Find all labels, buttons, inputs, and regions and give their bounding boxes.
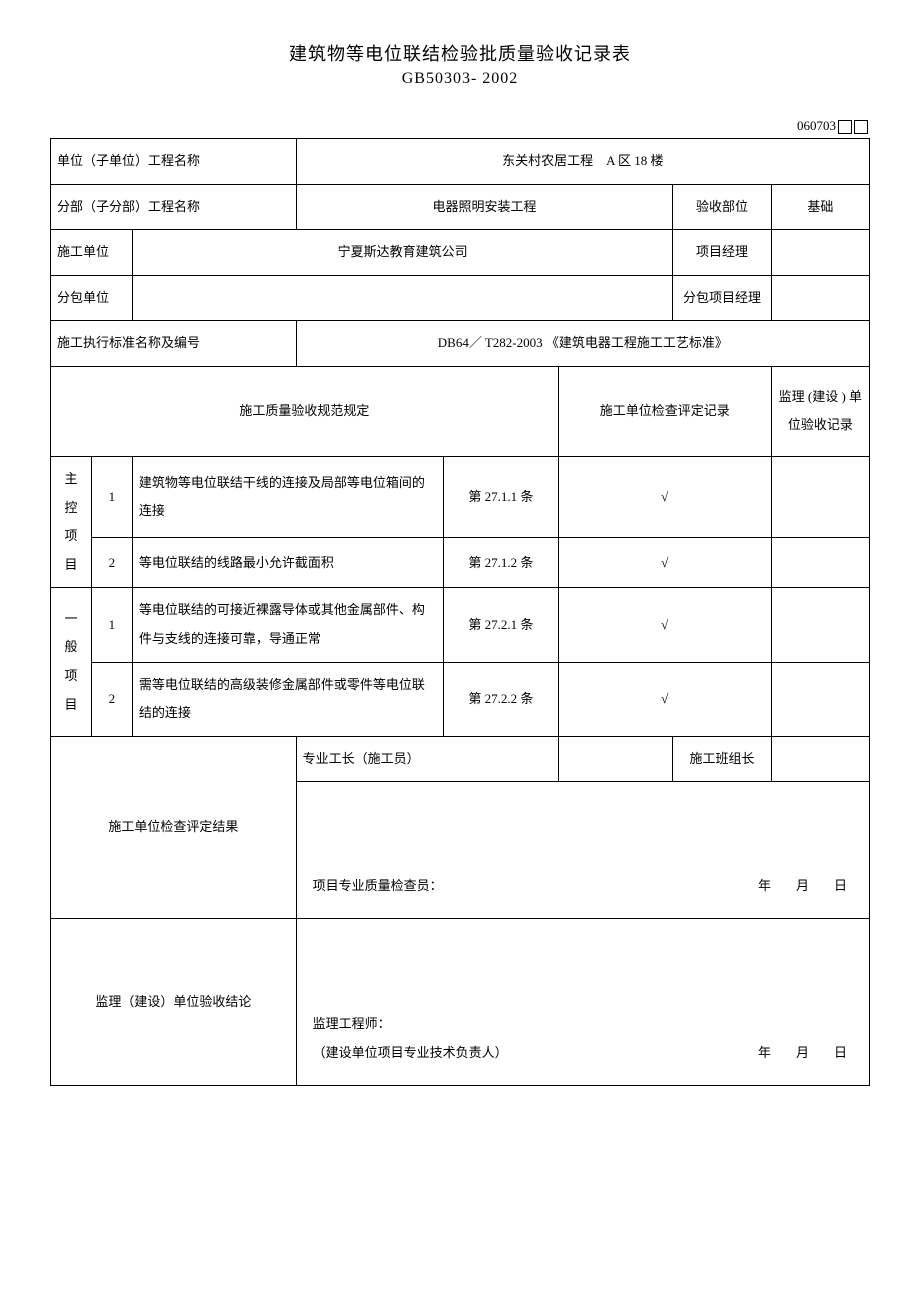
project-manager-value: [771, 230, 869, 276]
item-row-3: 一般项目 1 等电位联结的可接近裸露导体或其他金属部件、构件与支线的连接可靠，导…: [51, 588, 870, 662]
item-supervision-1: [771, 456, 869, 537]
result-sig-cell: 项目专业质量检查员： 年 月 日: [296, 782, 869, 919]
title-line2: GB50303- 2002: [50, 70, 870, 88]
subcontractor-pm-value: [771, 275, 869, 321]
item-num-4: 2: [91, 662, 132, 736]
page-title-area: 建筑物等电位联结检验批质量验收记录表 GB50303- 2002: [50, 40, 870, 88]
header-row-5: 施工执行标准名称及编号 DB64／ T282-2003 《建筑电器工程施工工艺标…: [51, 321, 870, 367]
subcontractor-pm-label: 分包项目经理: [673, 275, 771, 321]
team-value: [771, 736, 869, 782]
doc-number: 060703: [50, 118, 870, 134]
unit-project-value: 东关村农居工程 A 区 18 楼: [296, 139, 869, 185]
construction-unit-label: 施工单位: [51, 230, 133, 276]
item-desc-1: 建筑物等电位联结干线的连接及局部等电位箱间的连接: [132, 456, 443, 537]
subcontractor-label: 分包单位: [51, 275, 133, 321]
standard-value: DB64／ T282-2003 《建筑电器工程施工工艺标准》: [296, 321, 869, 367]
foreman-value: [558, 736, 673, 782]
result-label: 施工单位检查评定结果: [51, 736, 297, 919]
item-supervision-4: [771, 662, 869, 736]
supervision-signer2: （建设单位项目专业技术负责人）: [313, 1045, 508, 1060]
foreman-label: 专业工长（施工员）: [296, 736, 558, 782]
item-check-4: √: [558, 662, 771, 736]
group1-label: 主控项目: [51, 456, 92, 587]
standard-label: 施工执行标准名称及编号: [51, 321, 297, 367]
item-row-4: 2 需等电位联结的高级装修金属部件或零件等电位联结的连接 第 27.2.2 条 …: [51, 662, 870, 736]
subcontractor-value: [132, 275, 673, 321]
item-ref-2: 第 27.1.2 条: [444, 538, 559, 588]
foreman-row: 施工单位检查评定结果 专业工长（施工员） 施工班组长: [51, 736, 870, 782]
supervision-date: 年 月 日: [758, 1039, 853, 1068]
header-row-4: 分包单位 分包项目经理: [51, 275, 870, 321]
result-signer-label: 项目专业质量检查员：: [313, 878, 443, 893]
item-row-1: 主控项目 1 建筑物等电位联结干线的连接及局部等电位箱间的连接 第 27.1.1…: [51, 456, 870, 537]
item-num-1: 1: [91, 456, 132, 537]
item-desc-4: 需等电位联结的高级装修金属部件或零件等电位联结的连接: [132, 662, 443, 736]
acceptance-part-value: 基础: [771, 184, 869, 230]
item-desc-2: 等电位联结的线路最小允许截面积: [132, 538, 443, 588]
item-ref-3: 第 27.2.1 条: [444, 588, 559, 662]
supervision-label: 监理（建设）单位验收结论: [51, 919, 297, 1086]
subdivision-value: 电器照明安装工程: [296, 184, 673, 230]
header-row-2: 分部（子分部）工程名称 电器照明安装工程 验收部位 基础: [51, 184, 870, 230]
result-date: 年 月 日: [758, 872, 853, 901]
doc-number-text: 060703: [797, 118, 836, 133]
checkbox-1: [838, 120, 852, 134]
supervision-sig-cell: 监理工程师： （建设单位项目专业技术负责人） 年 月 日: [296, 919, 869, 1086]
item-row-2: 2 等电位联结的线路最小允许截面积 第 27.1.2 条 √: [51, 538, 870, 588]
spec-header: 施工质量验收规范规定: [51, 366, 559, 456]
item-ref-4: 第 27.2.2 条: [444, 662, 559, 736]
header-row-3: 施工单位 宁夏斯达教育建筑公司 项目经理: [51, 230, 870, 276]
item-num-3: 1: [91, 588, 132, 662]
main-table: 单位（子单位）工程名称 东关村农居工程 A 区 18 楼 分部（子分部）工程名称…: [50, 138, 870, 1086]
acceptance-part-label: 验收部位: [673, 184, 771, 230]
header-row-1: 单位（子单位）工程名称 东关村农居工程 A 区 18 楼: [51, 139, 870, 185]
item-check-1: √: [558, 456, 771, 537]
unit-project-label: 单位（子单位）工程名称: [51, 139, 297, 185]
item-supervision-3: [771, 588, 869, 662]
project-manager-label: 项目经理: [673, 230, 771, 276]
section-header-row: 施工质量验收规范规定 施工单位检查评定记录 监理 (建设 ) 单位验收记录: [51, 366, 870, 456]
team-label: 施工班组长: [673, 736, 771, 782]
construction-unit-value: 宁夏斯达教育建筑公司: [132, 230, 673, 276]
checkbox-2: [854, 120, 868, 134]
item-check-2: √: [558, 538, 771, 588]
item-num-2: 2: [91, 538, 132, 588]
group2-label: 一般项目: [51, 588, 92, 736]
item-desc-3: 等电位联结的可接近裸露导体或其他金属部件、构件与支线的连接可靠，导通正常: [132, 588, 443, 662]
check-record-header: 施工单位检查评定记录: [558, 366, 771, 456]
supervision-row: 监理（建设）单位验收结论 监理工程师： （建设单位项目专业技术负责人） 年 月 …: [51, 919, 870, 1086]
item-check-3: √: [558, 588, 771, 662]
supervision-signer1: 监理工程师：: [313, 1010, 853, 1039]
item-supervision-2: [771, 538, 869, 588]
subdivision-label: 分部（子分部）工程名称: [51, 184, 297, 230]
title-line1: 建筑物等电位联结检验批质量验收记录表: [50, 40, 870, 66]
item-ref-1: 第 27.1.1 条: [444, 456, 559, 537]
supervision-record-header: 监理 (建设 ) 单位验收记录: [771, 366, 869, 456]
